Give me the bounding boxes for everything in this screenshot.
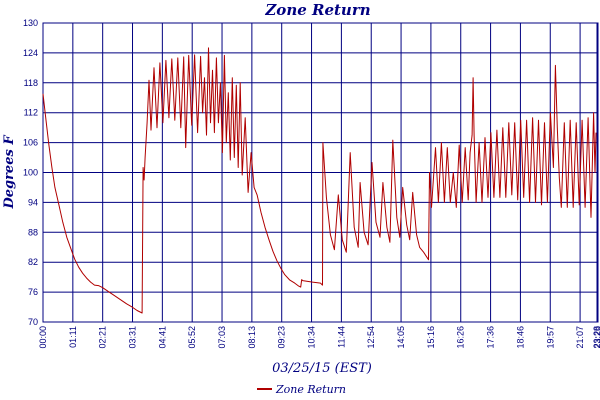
x-tick-label: 14:05	[396, 326, 406, 349]
x-tick-label: 23:29	[593, 326, 600, 349]
y-axis-ticks: 70 76 82 88 94 100 106 112 118 124 130	[23, 18, 38, 327]
x-tick-label: 21:07	[575, 326, 585, 349]
x-tick-label: 16:26	[456, 326, 466, 349]
x-tick-label: 00:00	[38, 326, 48, 349]
y-axis-label: Degrees F	[2, 135, 17, 210]
x-tick-label: 09:23	[277, 326, 287, 349]
y-tick-label: 94	[28, 197, 38, 207]
y-tick-label: 118	[24, 78, 38, 88]
x-tick-label: 12:54	[366, 326, 376, 349]
x-tick-label: 17:36	[486, 326, 496, 349]
x-tick-label: 02:21	[98, 326, 108, 349]
x-tick-label: 19:57	[545, 326, 555, 349]
x-tick-label: 08:13	[247, 326, 257, 349]
x-tick-label: 07:03	[217, 326, 227, 349]
series-layer	[42, 47, 597, 314]
x-tick-label: 23:28	[592, 326, 600, 349]
plot-border	[42, 22, 599, 323]
y-tick-label: 112	[24, 108, 38, 118]
plot-frame	[42, 22, 599, 323]
x-tick-label: 04:41	[157, 326, 167, 349]
x-tick-label: 05:52	[187, 326, 197, 349]
x-tick-label: 18:46	[515, 326, 525, 349]
y-tick-label: 76	[28, 287, 38, 297]
y-tick-label: 130	[23, 18, 38, 28]
x-tick-label: 01:11	[68, 326, 78, 348]
legend: Zone Return	[257, 383, 346, 396]
y-tick-label: 82	[28, 257, 38, 267]
x-tick-label: 15:16	[426, 326, 436, 349]
y-tick-label: 100	[23, 168, 38, 178]
y-tick-label: 106	[23, 138, 38, 148]
x-axis-ticks: 00:00 01:11 02:21 03:31 04:41 05:52 07:03 08:13…	[38, 326, 600, 349]
series-line-zone-return	[42, 47, 597, 314]
x-axis-label: 03/25/15 (EST)	[272, 361, 372, 376]
y-tick-label: 70	[28, 317, 38, 327]
legend-label: Zone Return	[275, 383, 346, 396]
x-tick-label: 11:44	[336, 326, 346, 348]
chart-title: Zone Return	[264, 1, 370, 19]
x-tick-label: 10:34	[307, 326, 317, 349]
y-tick-label: 88	[28, 227, 38, 237]
x-tick-label: 03:31	[128, 326, 138, 349]
y-tick-label: 124	[23, 48, 38, 58]
